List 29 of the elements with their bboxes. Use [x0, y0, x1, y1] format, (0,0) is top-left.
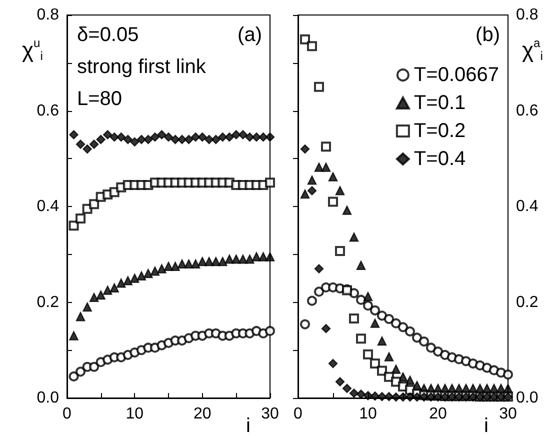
annotation: L=80 — [77, 88, 122, 110]
x-tick-label: 10 — [359, 406, 377, 422]
y2-tick-label: 0.4 — [516, 198, 538, 215]
legend-label: T=0.0667 — [414, 64, 500, 86]
x-tick-label: 20 — [193, 406, 212, 422]
legend-label: T=0.4 — [414, 148, 466, 170]
y-tick-label: 0.6 — [36, 102, 60, 120]
annotation: (b) — [476, 24, 500, 46]
legend-label: T=0.2 — [414, 120, 466, 142]
y-tick-label: 0.2 — [36, 294, 60, 311]
y-tick-label: 0.0 — [36, 390, 60, 406]
y2-tick-label: 0.2 — [516, 294, 538, 311]
x-tick-label: 20 — [429, 406, 447, 422]
x-tick-label: 30 — [499, 406, 517, 422]
y-tick-label: 0.8 — [36, 6, 60, 24]
y-tick-label: 0.4 — [36, 198, 60, 215]
legend-label: T=0.1 — [414, 92, 466, 114]
x-tick-label: 30 — [261, 406, 279, 422]
y2-tick-label: 0.8 — [516, 6, 538, 24]
x-tick-label: 0 — [294, 406, 303, 422]
x-axis-title: i — [246, 415, 250, 436]
annotation: strong first link — [77, 56, 207, 78]
y2-tick-label: 0.0 — [516, 390, 538, 406]
x-axis-title: i — [484, 415, 488, 436]
annotation: δ=0.05 — [77, 24, 139, 46]
x-tick-label: 10 — [126, 406, 144, 422]
x-tick-label: 0 — [62, 406, 72, 422]
y2-tick-label: 0.6 — [516, 102, 538, 120]
annotation: (a) — [238, 24, 262, 46]
